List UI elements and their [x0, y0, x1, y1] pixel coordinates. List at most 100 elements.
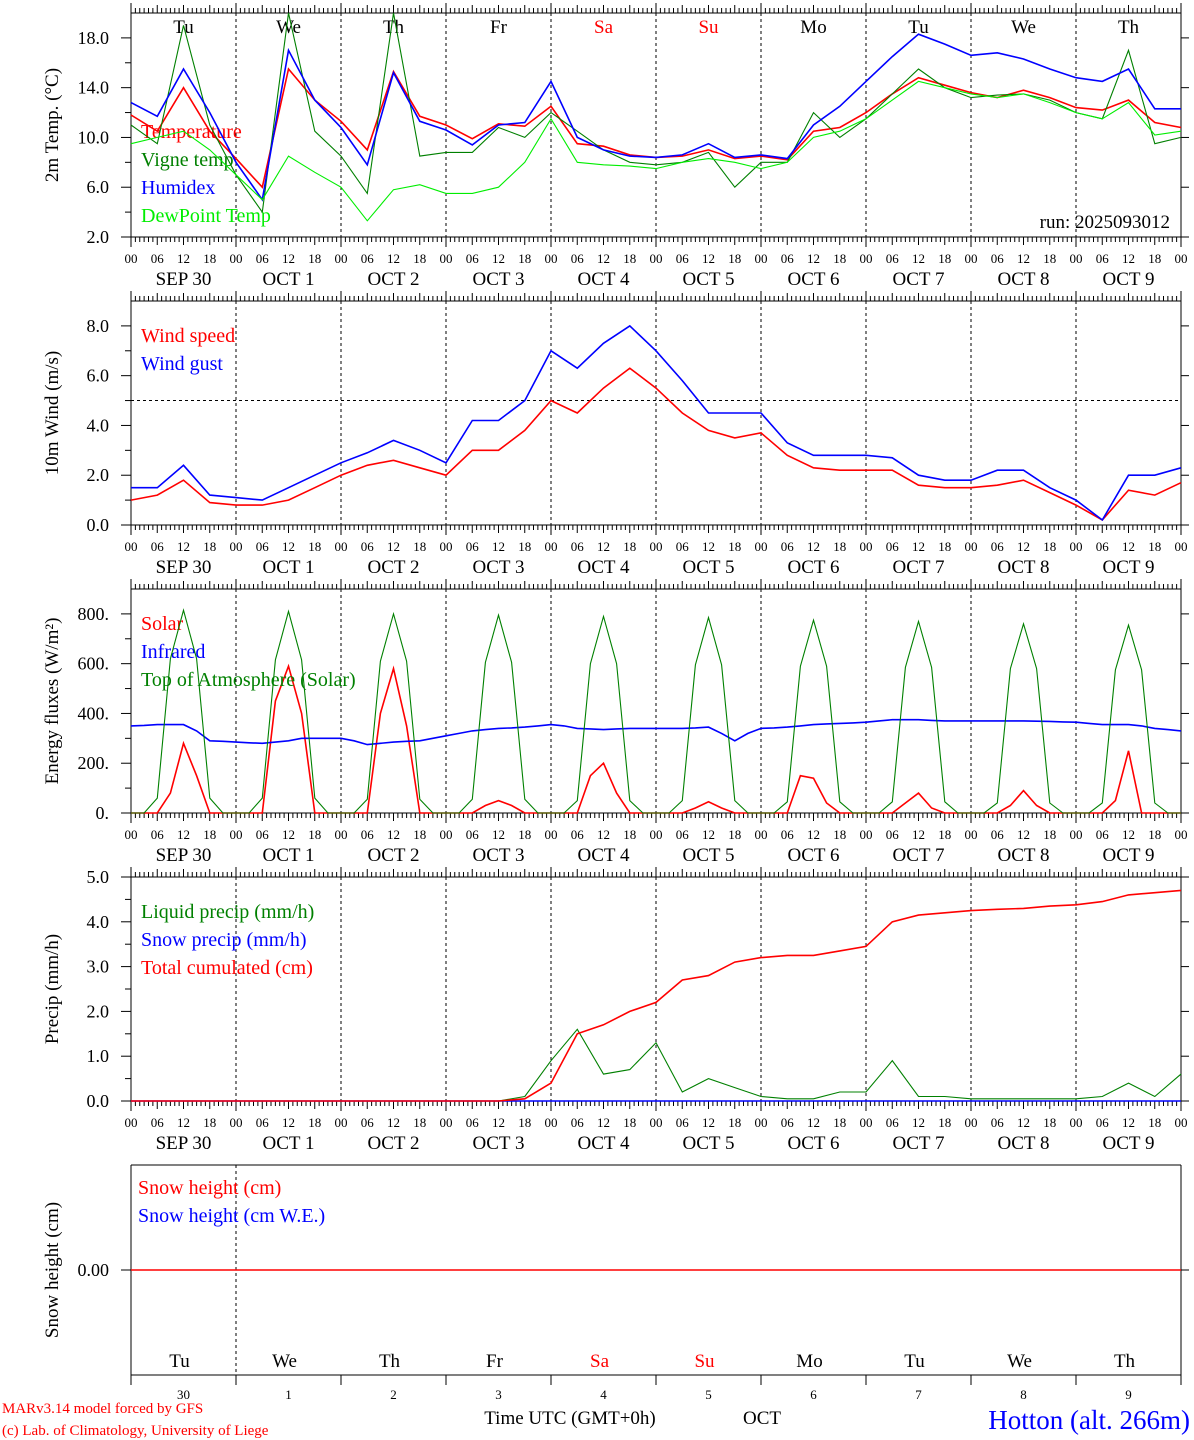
hour-tick-label: 00	[1175, 251, 1188, 266]
day-number-label: 1	[285, 1387, 292, 1402]
hour-tick-label: 18	[413, 251, 426, 266]
hour-tick-label: 00	[860, 1115, 873, 1130]
hour-tick-label: 00	[650, 251, 663, 266]
hour-tick-label: 00	[755, 827, 768, 842]
hour-tick-label: 18	[203, 827, 216, 842]
weekday-label: Th	[1114, 1351, 1136, 1372]
series-line-top-of-atmosphere-solar-	[131, 608, 1181, 814]
hour-tick-label: 00	[125, 827, 138, 842]
hour-tick-label: 12	[702, 539, 715, 554]
date-label: OCT 7	[893, 557, 945, 578]
hour-tick-label: 18	[623, 539, 636, 554]
legend-entry: Wind speed	[141, 325, 235, 347]
hour-tick-label: 12	[1017, 1115, 1030, 1130]
hour-tick-label: 00	[965, 827, 978, 842]
credit-lab: (c) Lab. of Climatology, University of L…	[2, 1423, 269, 1439]
hour-tick-label: 12	[177, 827, 190, 842]
hour-tick-label: 18	[1148, 1115, 1161, 1130]
hour-tick-label: 12	[1017, 251, 1030, 266]
date-label: OCT 8	[998, 557, 1050, 578]
weekday-label: Th	[379, 1351, 401, 1372]
date-label: OCT 2	[368, 557, 420, 578]
hour-tick-label: 06	[886, 827, 900, 842]
panel-4: 00 06 12 18 00 06 12 18 00 06 12 18 00 06 12 18 00 06 12 18…	[42, 867, 1189, 1154]
hour-tick-label: 18	[308, 251, 321, 266]
hour-tick-label: 18	[308, 1115, 321, 1130]
hour-tick-label: 06	[361, 1115, 375, 1130]
hour-tick-label: 12	[492, 539, 505, 554]
hour-tick-label: 12	[702, 1115, 715, 1130]
legend-entry: Top of Atmosphere (Solar)	[141, 669, 356, 691]
hour-tick-label: 00	[440, 1115, 453, 1130]
hour-tick-label: 00	[860, 251, 873, 266]
series-line-humidex	[130, 33, 1181, 202]
hour-tick-label: 00	[1175, 1115, 1188, 1130]
hour-tick-label: 06	[676, 251, 690, 266]
hour-tick-label: 00	[545, 539, 558, 554]
day-number-label: 2	[390, 1387, 397, 1402]
hour-tick-label: 00	[335, 251, 348, 266]
day-number-label: 7	[915, 1387, 922, 1402]
y-axis-label: Precip (mm/h)	[42, 934, 63, 1044]
legend-entry: Snow precip (mm/h)	[141, 929, 307, 951]
hour-tick-label: 18	[938, 251, 951, 266]
hour-tick-label: 12	[912, 827, 925, 842]
date-label: OCT 4	[578, 1133, 630, 1154]
y-tick-label: 0.	[96, 803, 110, 823]
hour-tick-label: 12	[912, 251, 925, 266]
hour-tick-label: 18	[728, 1115, 741, 1130]
hour-tick-label: 00	[1070, 827, 1083, 842]
hour-tick-label: 18	[518, 251, 531, 266]
hour-tick-label: 18	[1148, 251, 1161, 266]
weekday-label: We	[272, 1351, 297, 1372]
date-label: OCT 3	[473, 557, 525, 578]
hour-tick-label: 06	[676, 827, 690, 842]
hour-tick-label: 18	[413, 1115, 426, 1130]
date-label: OCT 4	[578, 557, 630, 578]
y-tick-label: 1.0	[87, 1046, 110, 1066]
date-label: SEP 30	[156, 1133, 212, 1154]
date-label: OCT 1	[263, 269, 315, 290]
legend-entry: Snow height (cm W.E.)	[138, 1205, 325, 1227]
legend-entry: Liquid precip (mm/h)	[141, 901, 314, 923]
y-tick-label: 5.0	[87, 867, 110, 887]
y-tick-label: 2.0	[87, 227, 110, 247]
hour-tick-label: 12	[282, 827, 295, 842]
hour-tick-label: 18	[833, 539, 846, 554]
legend-entry: Infrared	[141, 641, 205, 663]
hour-tick-label: 06	[991, 827, 1005, 842]
hour-tick-label: 18	[413, 827, 426, 842]
day-number-label: 4	[600, 1387, 607, 1402]
hour-tick-label: 06	[571, 1115, 585, 1130]
hour-tick-label: 00	[650, 1115, 663, 1130]
hour-tick-label: 12	[597, 827, 610, 842]
hour-tick-label: 12	[282, 539, 295, 554]
day-number-label: 30	[177, 1387, 190, 1402]
hour-tick-label: 00	[860, 827, 873, 842]
y-tick-label: 2.0	[87, 1001, 110, 1021]
hour-tick-label: 12	[807, 1115, 820, 1130]
x-axis-title: Time UTC (GMT+0h)	[484, 1408, 656, 1429]
credit-model: MARv3.14 model forced by GFS	[2, 1401, 203, 1417]
y-tick-label: 4.0	[87, 415, 110, 435]
hour-tick-label: 00	[1070, 539, 1083, 554]
hour-tick-label: 06	[781, 1115, 795, 1130]
hour-tick-label: 18	[1043, 827, 1056, 842]
hour-tick-label: 06	[571, 827, 585, 842]
hour-tick-label: 18	[623, 827, 636, 842]
hour-tick-label: 18	[413, 539, 426, 554]
day-number-label: 6	[810, 1387, 817, 1402]
hour-tick-label: 06	[256, 539, 270, 554]
hour-tick-label: 06	[361, 251, 375, 266]
date-label: SEP 30	[156, 557, 212, 578]
weekday-label: Tu	[904, 1351, 925, 1372]
hour-tick-label: 00	[440, 251, 453, 266]
y-tick-label: 400.	[78, 703, 110, 723]
hour-tick-label: 06	[256, 827, 270, 842]
hour-tick-label: 12	[702, 827, 715, 842]
date-label: OCT 5	[683, 845, 735, 866]
hour-tick-label: 12	[282, 251, 295, 266]
legend-entry: DewPoint Temp	[141, 205, 271, 227]
weekday-label: We	[1011, 17, 1036, 38]
hour-tick-label: 00	[230, 1115, 243, 1130]
